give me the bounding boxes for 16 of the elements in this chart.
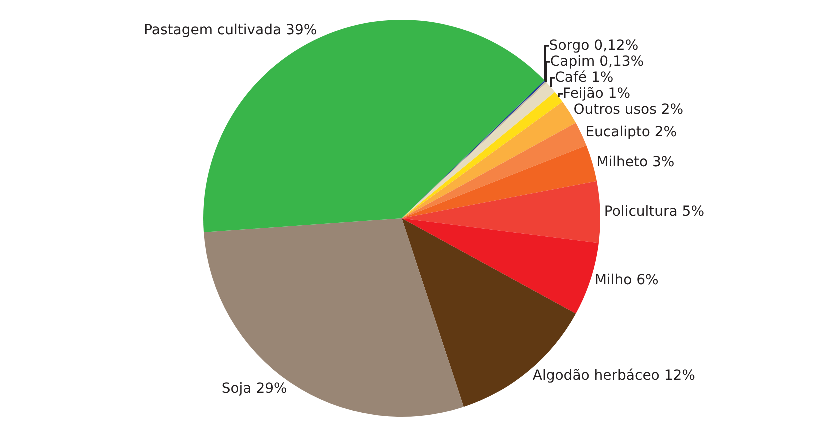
slice-label: Feijão 1% [563,86,631,102]
slice-label: Milho 6% [594,272,659,288]
slice-label: Soja 29% [222,380,288,397]
pie-slice [402,123,587,218]
slice-label: Pastagem cultivada 39% [144,22,318,39]
pie-slice [402,181,600,244]
slice-label: Outros usos 2% [574,102,684,118]
slice-label: Sorgo 0,12% [549,38,639,54]
pie-slice [204,218,464,417]
slice-label: Eucalipto 2% [586,124,678,141]
slice-label: Café 1% [555,70,614,86]
slice-label: Algodão herbáceo 12% [532,368,696,384]
slice-label: Policultura 5% [604,204,705,220]
slice-label: Capim 0,13% [550,54,644,70]
pie-slice [402,146,597,218]
slice-label: Milheto 3% [596,154,675,171]
